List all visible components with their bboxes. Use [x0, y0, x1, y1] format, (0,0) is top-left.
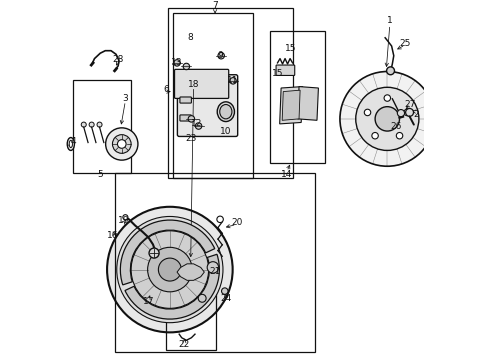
Polygon shape [279, 86, 302, 124]
Circle shape [97, 122, 102, 127]
Circle shape [81, 122, 86, 127]
Circle shape [147, 247, 192, 292]
Circle shape [183, 63, 189, 70]
Circle shape [122, 215, 128, 220]
Text: 12: 12 [191, 120, 203, 129]
Text: 15: 15 [271, 69, 283, 78]
Circle shape [397, 109, 404, 117]
Circle shape [188, 116, 194, 122]
Bar [270, 31, 324, 163]
Bar [166, 260, 215, 350]
Bar [114, 174, 314, 352]
Bar [173, 13, 253, 178]
Text: 19: 19 [117, 216, 129, 225]
Circle shape [112, 135, 131, 153]
Circle shape [149, 248, 159, 258]
Text: 5: 5 [97, 170, 103, 179]
FancyBboxPatch shape [276, 65, 294, 76]
Circle shape [173, 60, 180, 66]
Circle shape [221, 288, 227, 294]
Text: 21: 21 [209, 266, 220, 275]
Circle shape [405, 108, 413, 116]
Circle shape [198, 294, 205, 302]
Ellipse shape [67, 138, 74, 150]
Circle shape [395, 132, 402, 139]
Text: 4: 4 [70, 137, 76, 146]
Text: 7: 7 [212, 1, 218, 10]
Circle shape [207, 262, 218, 273]
Text: 13: 13 [171, 58, 183, 67]
Text: 18: 18 [187, 80, 199, 89]
Circle shape [383, 95, 390, 101]
Circle shape [339, 72, 434, 166]
Wedge shape [120, 220, 214, 285]
Circle shape [374, 107, 399, 131]
Text: 6: 6 [163, 85, 169, 94]
Text: 17: 17 [142, 297, 154, 306]
Circle shape [117, 140, 126, 148]
Wedge shape [125, 254, 219, 319]
Text: 25: 25 [399, 39, 410, 48]
Ellipse shape [219, 104, 231, 119]
FancyBboxPatch shape [177, 75, 237, 136]
Circle shape [105, 128, 138, 160]
Text: 26: 26 [389, 122, 401, 131]
Text: 28: 28 [112, 55, 123, 64]
Text: 2: 2 [412, 110, 418, 119]
Text: 10: 10 [220, 127, 231, 136]
Text: 11: 11 [227, 76, 238, 85]
Circle shape [364, 109, 370, 116]
Circle shape [107, 207, 232, 332]
Bar [73, 80, 131, 173]
Text: 23: 23 [185, 134, 197, 143]
Ellipse shape [69, 140, 72, 148]
Text: 15: 15 [284, 44, 296, 53]
Circle shape [371, 132, 378, 139]
FancyBboxPatch shape [174, 69, 228, 98]
FancyBboxPatch shape [180, 97, 191, 103]
Text: 27: 27 [404, 100, 415, 109]
Text: 9: 9 [217, 51, 223, 60]
Text: 24: 24 [220, 294, 231, 303]
Polygon shape [297, 86, 318, 120]
Circle shape [386, 67, 394, 75]
Text: 3: 3 [122, 94, 128, 103]
Circle shape [229, 78, 236, 84]
Circle shape [216, 216, 223, 222]
Text: 20: 20 [230, 219, 242, 228]
Text: 22: 22 [178, 341, 189, 350]
Text: 14: 14 [281, 170, 292, 179]
Circle shape [403, 109, 409, 116]
FancyBboxPatch shape [180, 115, 191, 121]
Polygon shape [282, 90, 300, 120]
Text: 8: 8 [187, 33, 192, 42]
Text: 16: 16 [106, 231, 118, 240]
Circle shape [89, 122, 94, 127]
Circle shape [158, 258, 181, 281]
Circle shape [195, 123, 202, 129]
Circle shape [218, 53, 224, 59]
Polygon shape [177, 264, 204, 280]
Text: 1: 1 [386, 17, 392, 26]
Circle shape [355, 87, 418, 150]
Ellipse shape [217, 102, 234, 122]
Bar [168, 8, 293, 178]
Circle shape [117, 216, 223, 323]
Circle shape [131, 231, 208, 308]
